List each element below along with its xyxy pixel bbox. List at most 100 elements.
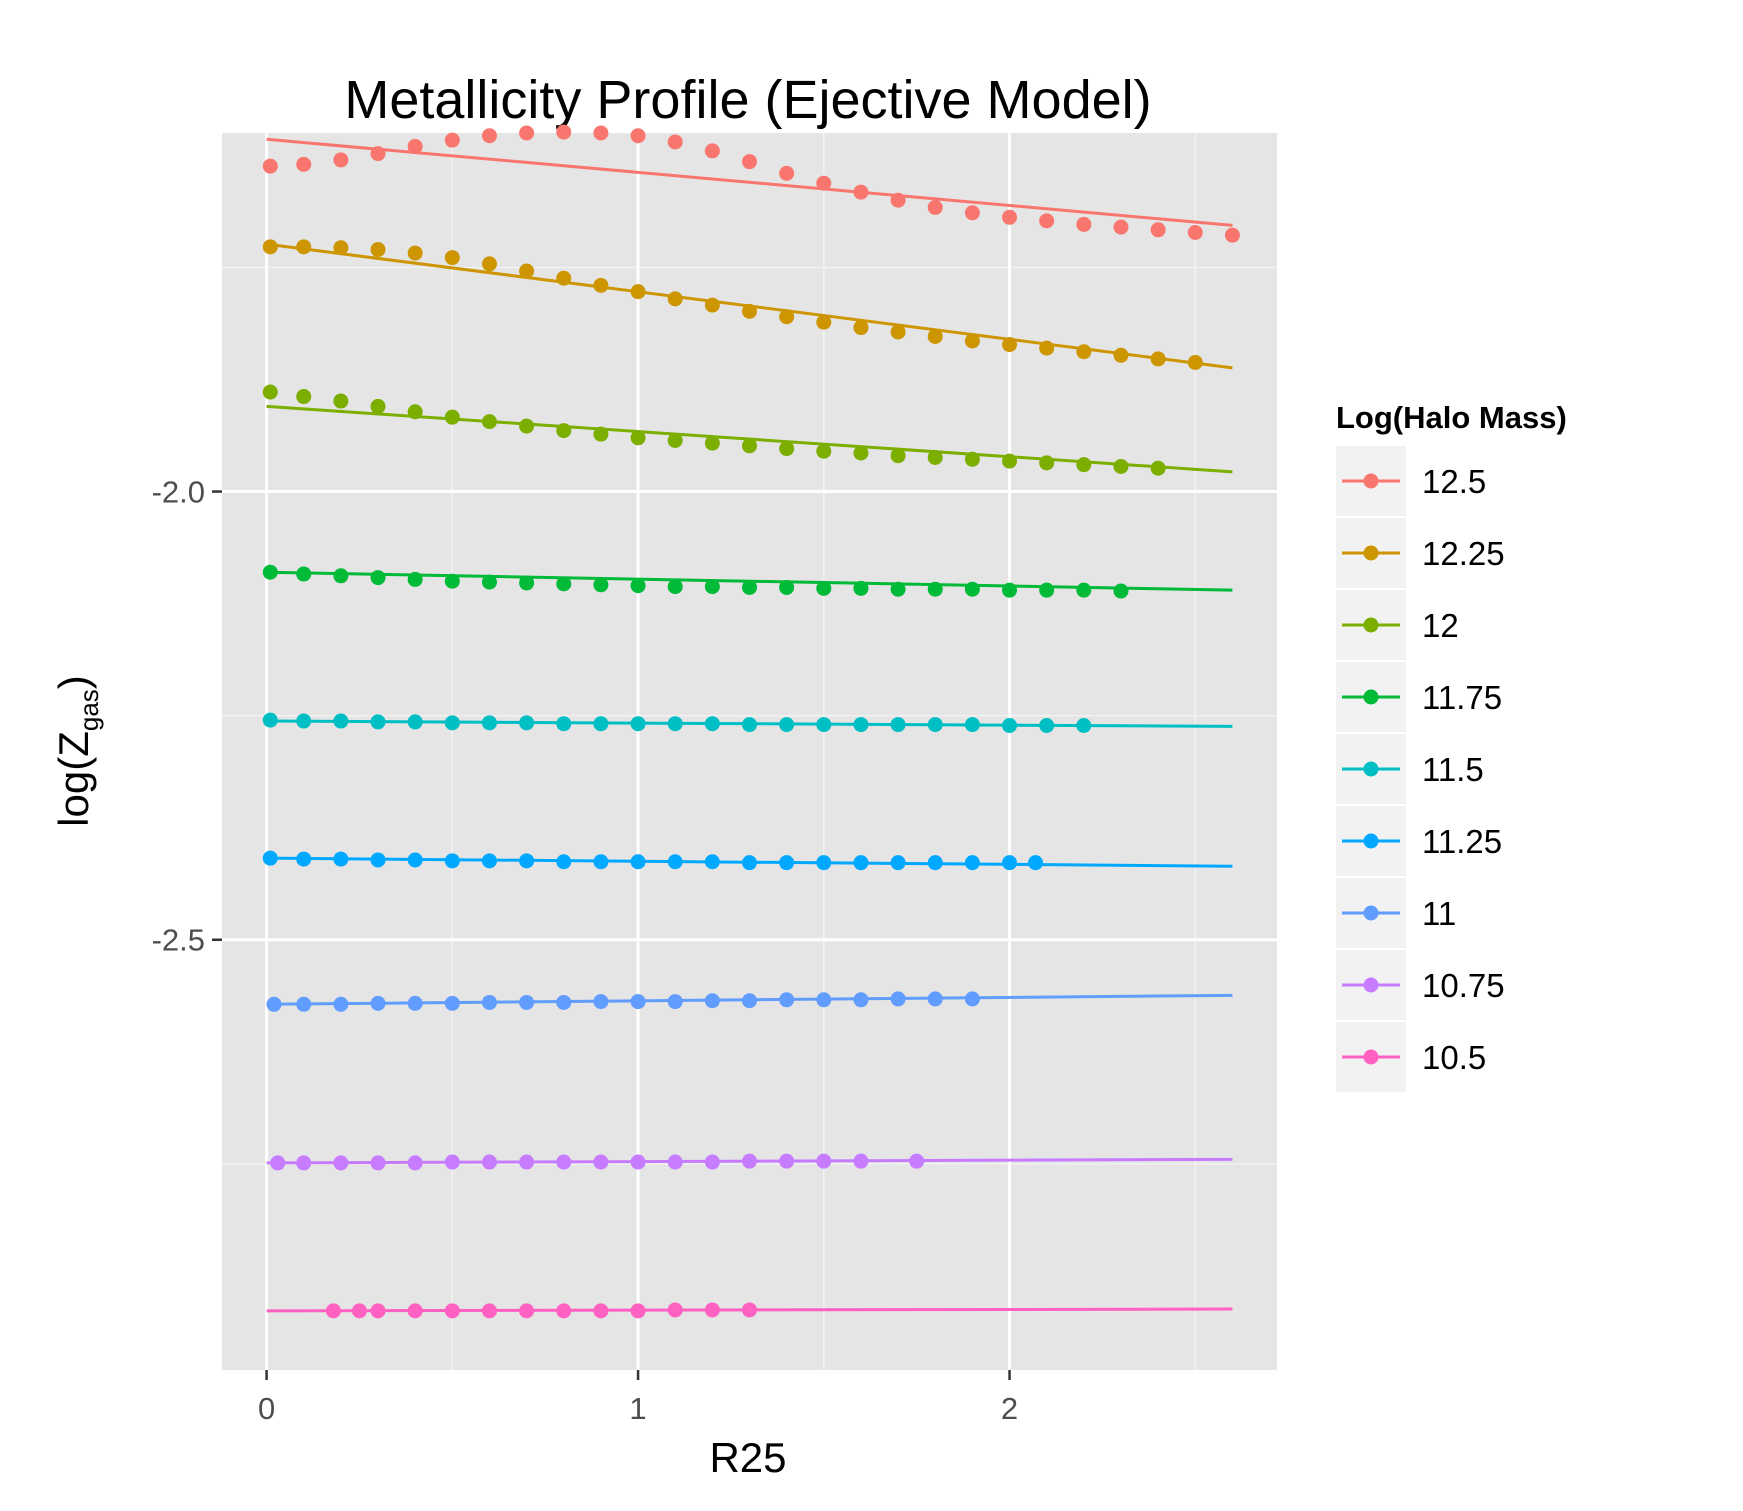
point-8-7 [556,1303,572,1319]
point-0-25 [1187,224,1203,240]
point-2-1 [296,389,312,405]
point-1-21 [1039,340,1055,356]
point-5-7 [519,853,535,869]
point-0-17 [890,192,906,208]
legend-key-point-0 [1363,473,1379,489]
point-2-22 [1076,457,1092,473]
point-4-21 [1039,718,1055,734]
point-6-4 [407,995,423,1011]
legend-key-point-5 [1363,833,1379,849]
point-1-3 [370,242,386,258]
point-7-3 [370,1155,386,1171]
point-7-13 [742,1153,757,1169]
point-6-16 [853,992,869,1008]
point-0-5 [444,132,460,148]
y-tick-label-0: -2.0 [152,475,205,510]
x-tick-label-1: 1 [629,1391,646,1426]
legend-key-point-7 [1363,977,1379,993]
point-2-12 [704,435,720,451]
chart-title: Metallicity Profile (Ejective Model) [344,70,1151,130]
point-0-15 [816,175,832,191]
point-1-8 [556,270,572,286]
point-6-14 [779,992,795,1008]
y-axis-title-main: log(Z [50,731,97,827]
point-1-1 [296,239,312,255]
point-0-0 [262,158,278,174]
point-3-23 [1113,583,1129,599]
point-4-17 [890,717,906,733]
point-0-24 [1150,222,1166,238]
point-8-6 [519,1303,535,1319]
point-6-13 [742,993,757,1009]
point-0-6 [481,128,497,144]
point-5-1 [296,851,312,867]
y-axis-title-subscript: gas [74,689,104,731]
legend-label-1: 12.25 [1422,535,1505,572]
point-2-17 [890,448,906,464]
point-6-12 [704,993,720,1009]
point-7-6 [481,1154,497,1170]
axis-ticks [212,490,1011,1380]
y-tick-label-1: -2.5 [152,923,205,958]
point-2-10 [630,430,646,446]
point-1-17 [890,324,906,340]
point-0-8 [556,124,572,140]
point-4-20 [1002,718,1018,734]
point-6-17 [890,991,906,1007]
point-3-13 [742,579,757,595]
point-6-9 [593,994,609,1010]
point-7-9 [593,1154,609,1170]
point-4-0 [262,712,278,728]
legend-label-5: 11.25 [1422,823,1502,860]
point-4-13 [742,717,757,733]
point-7-4 [407,1155,423,1171]
legend-label-4: 11.5 [1422,751,1484,788]
point-7-10 [630,1154,646,1170]
point-6-19 [964,991,980,1007]
point-6-15 [816,992,832,1008]
point-1-0 [262,239,278,255]
point-8-8 [593,1303,609,1319]
point-5-15 [816,855,832,871]
point-3-22 [1076,582,1092,598]
point-4-10 [630,716,646,732]
legend: Log(Halo Mass) 12.5 12.25 12 11.75 11.5 11.25… [1336,400,1567,1092]
point-6-2 [333,996,349,1012]
point-5-9 [593,854,609,870]
point-5-2 [333,851,349,867]
point-3-6 [481,574,497,590]
point-3-16 [853,580,869,596]
point-4-1 [296,713,312,729]
point-5-21 [1028,855,1044,871]
point-6-6 [481,994,497,1010]
point-7-1 [296,1155,312,1171]
x-axis-title: R25 [709,1434,786,1481]
point-8-4 [444,1303,460,1319]
point-8-9 [630,1303,646,1319]
point-1-19 [964,333,980,349]
point-1-4 [407,245,423,261]
point-7-8 [556,1154,572,1170]
point-1-22 [1076,344,1092,360]
point-0-20 [1002,209,1018,225]
point-3-5 [444,573,460,589]
point-0-1 [296,156,312,172]
y-axis-title-close: ) [50,675,97,689]
x-tick-label-2: 2 [1001,1391,1018,1426]
point-2-13 [742,438,757,454]
point-5-10 [630,854,646,870]
point-3-17 [890,581,906,597]
point-3-19 [964,581,980,597]
point-4-9 [593,716,609,732]
legend-key-point-6 [1363,905,1379,921]
point-8-1 [351,1303,367,1319]
point-5-4 [407,852,423,868]
point-2-21 [1039,455,1055,471]
point-4-4 [407,714,423,730]
point-5-3 [370,852,386,868]
point-3-11 [667,579,683,595]
point-0-3 [370,146,386,162]
point-3-12 [704,579,720,595]
point-1-7 [519,263,535,279]
